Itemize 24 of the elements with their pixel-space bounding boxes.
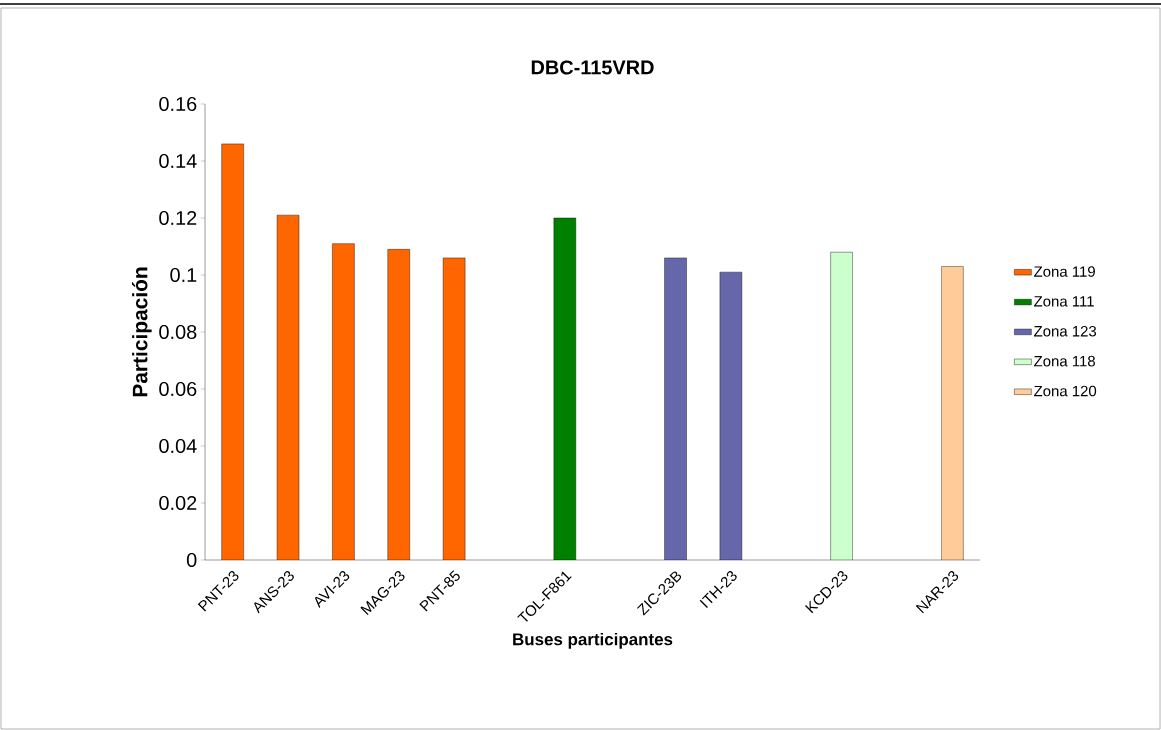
bar [387, 249, 410, 560]
y-tick-label: 0 [186, 552, 197, 568]
y-tick-label: 0.12 [159, 210, 197, 226]
legend-label: Zona 119 [1034, 266, 1095, 277]
bar [277, 215, 300, 560]
y-tick-label: 0.1 [170, 267, 197, 283]
bar [719, 271, 743, 560]
y-tick-label: 0.16 [159, 96, 197, 112]
bar [664, 257, 687, 560]
x-axis-title: Buses participantes [513, 632, 673, 649]
legend-label: Zona 120 [1034, 385, 1097, 397]
y-tick-label: 0.08 [159, 324, 197, 340]
legend-label: Zona 123 [1034, 325, 1097, 337]
y-tick-label: 0.04 [159, 438, 197, 454]
legend-label: Zona 111 [1034, 296, 1094, 307]
y-axis-title: Participación [131, 267, 152, 397]
bar [332, 243, 355, 560]
y-tick-label: 0.14 [159, 153, 197, 169]
y-tick-label: 0.02 [159, 495, 197, 511]
bar [442, 257, 466, 560]
bar [221, 143, 244, 560]
y-tick-label: 0.06 [159, 381, 197, 397]
chart-title: DBC-115VRD [531, 60, 654, 75]
legend-label: Zona 118 [1034, 355, 1095, 367]
